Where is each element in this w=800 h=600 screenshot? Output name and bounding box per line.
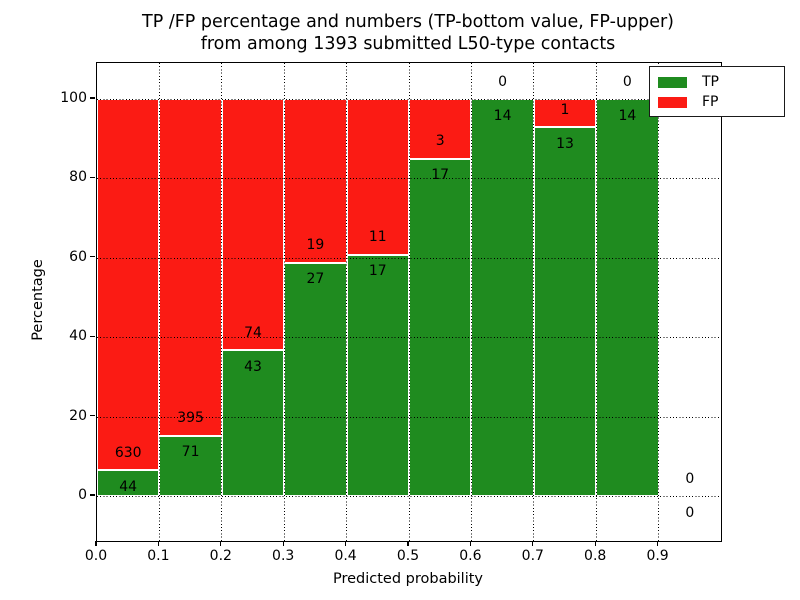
- fp-count-label: 395: [177, 410, 204, 426]
- gridline-horizontal: [97, 496, 721, 497]
- annotations-layer: 630 44 395 71 74 43 19 27 11 17 3 17 0 14 1 13 0 14 0 0: [97, 63, 721, 541]
- fp-count-label: 0: [622, 73, 632, 90]
- fp-count-label: 19: [306, 237, 325, 254]
- bar-fp-segment: [409, 99, 472, 159]
- gridline-horizontal: [97, 257, 721, 259]
- y-tick: [90, 176, 95, 179]
- x-tick: [220, 541, 222, 546]
- tp-count-label: 44: [119, 478, 138, 495]
- gridline-vertical: [595, 63, 597, 541]
- legend-label-fp: FP: [702, 94, 719, 110]
- bar-tp-segment: [284, 262, 347, 496]
- bar-tp-segment: [159, 435, 222, 496]
- y-tick-label: 0: [78, 487, 87, 503]
- grid-layer: [97, 63, 721, 541]
- bars-layer: [97, 63, 721, 541]
- tp-count-label: 43: [244, 358, 262, 375]
- gridline-vertical: [158, 63, 160, 541]
- bar-fp-segment: [159, 99, 222, 436]
- y-axis-title: Percentage: [30, 259, 46, 341]
- x-tick: [345, 541, 347, 546]
- tp-count-label: 27: [306, 271, 325, 288]
- y-tick: [90, 335, 95, 337]
- fp-count-label: 11: [368, 229, 387, 246]
- gridline-vertical: [283, 63, 285, 541]
- tp-count-label: 14: [493, 107, 512, 124]
- x-tick-label: 0.3: [272, 548, 295, 564]
- gridline-vertical: [470, 63, 472, 541]
- fp-count-label: 0: [685, 470, 695, 487]
- legend-row-fp: FP: [650, 92, 784, 112]
- y-tick: [90, 415, 95, 417]
- legend-box: TP FP: [649, 66, 785, 117]
- bar-tp-segment: [97, 470, 160, 496]
- x-tick-label: 0.1: [147, 548, 170, 564]
- x-tick: [157, 541, 160, 546]
- fp-count-label: 630: [114, 444, 142, 461]
- bar-tp-segment: [221, 350, 285, 496]
- plot-area: 630 44 395 71 74 43 19 27 11 17 3 17 0 14 1 13 0 14 0 0: [96, 62, 722, 542]
- tp-swatch-icon: [658, 76, 687, 88]
- bar-fp-segment: [97, 99, 160, 471]
- bar-tp-segment: [346, 254, 409, 496]
- x-tick-label: 0.5: [396, 548, 420, 564]
- y-tick-label: 80: [69, 169, 87, 186]
- bar-tp-segment: [409, 158, 472, 496]
- gridline-horizontal: [97, 99, 721, 100]
- x-tick: [594, 541, 596, 546]
- x-tick-label: 0.6: [459, 548, 482, 564]
- x-tick: [407, 541, 409, 546]
- y-tick: [90, 97, 95, 99]
- gridline-horizontal: [97, 337, 721, 339]
- fp-count-label: 3: [435, 133, 445, 150]
- tp-count-label: 0: [685, 504, 695, 521]
- gridline-horizontal: [97, 178, 721, 180]
- fp-count-label: 1: [560, 101, 570, 118]
- x-tick: [282, 541, 284, 546]
- bar-tp-segment: [471, 99, 534, 496]
- x-tick-label: 0.7: [521, 548, 544, 564]
- legend-label-tp: TP: [702, 74, 719, 90]
- y-tick-label: 100: [60, 90, 87, 106]
- tp-count-label: 13: [556, 135, 574, 152]
- x-tick-label: 0.2: [209, 548, 232, 564]
- gridline-vertical: [658, 63, 660, 541]
- x-tick-label: 0.9: [646, 548, 669, 564]
- x-tick: [95, 541, 97, 546]
- x-axis-title: Predicted probability: [332, 571, 484, 587]
- chart-title: TP /FP percentage and numbers (TP-bottom…: [142, 12, 674, 32]
- x-tick: [469, 541, 472, 546]
- gridline-vertical: [221, 63, 223, 541]
- gridline-vertical: [346, 63, 348, 541]
- y-tick: [90, 494, 95, 496]
- bar-tp-segment: [533, 127, 597, 496]
- bar-fp-segment: [346, 99, 409, 255]
- y-tick: [90, 256, 95, 258]
- tp-count-label: 14: [618, 107, 637, 124]
- x-tick-label: 0.8: [584, 548, 607, 564]
- x-tick: [532, 541, 534, 546]
- y-tick-label: 40: [69, 328, 87, 345]
- bar-fp-segment: [221, 99, 285, 351]
- tp-count-label: 17: [431, 167, 450, 184]
- y-tick-label: 60: [69, 248, 87, 265]
- gridline-vertical: [408, 63, 410, 541]
- x-tick-label: 0.4: [334, 548, 357, 564]
- tp-count-label: 17: [368, 263, 387, 280]
- gridline-horizontal: [97, 416, 721, 418]
- x-tick-label: 0.0: [84, 548, 108, 564]
- fp-swatch-icon: [658, 96, 687, 108]
- gridline-vertical: [533, 63, 535, 541]
- fp-count-label: 0: [498, 73, 508, 90]
- fp-count-label: 74: [244, 324, 262, 341]
- x-tick: [657, 541, 659, 546]
- tp-count-label: 71: [181, 444, 200, 460]
- chart-title-block: TP /FP percentage and numbers (TP-bottom…: [96, 11, 720, 55]
- chart-subtitle: from among 1393 submitted L50-type conta…: [200, 34, 616, 54]
- legend-row-tp: TP: [650, 72, 784, 92]
- y-tick-label: 20: [69, 407, 87, 424]
